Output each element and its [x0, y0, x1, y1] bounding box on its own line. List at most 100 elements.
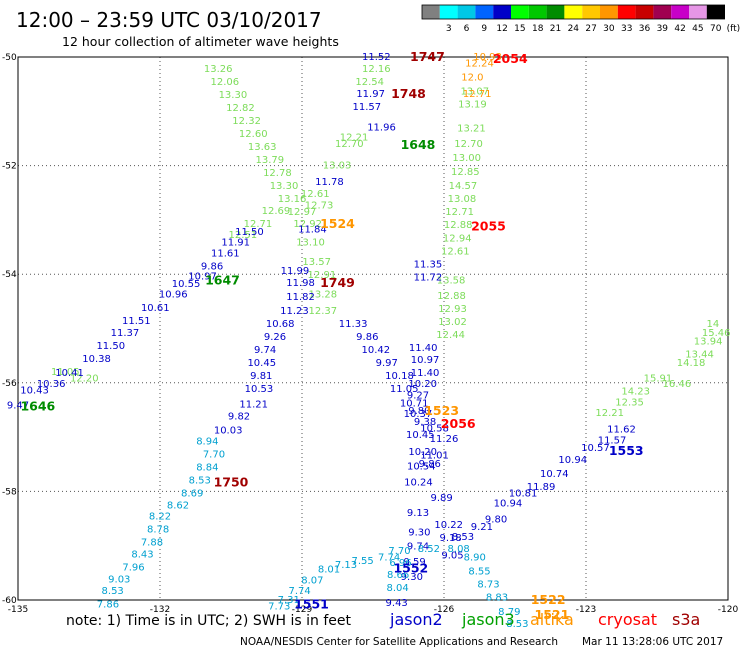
wave-height-value: 9.82	[228, 411, 250, 422]
wave-height-value: 12.60	[239, 129, 268, 140]
wave-height-value: 10.24	[404, 478, 433, 489]
pass-time-label: 1551	[294, 596, 329, 611]
wave-height-value: 12.61	[441, 246, 470, 257]
wave-height-value: 13.16	[278, 194, 307, 205]
colorbar-swatch	[511, 5, 529, 19]
wave-height-value: 10.71	[400, 398, 429, 409]
colorbar-swatch	[475, 5, 494, 19]
wave-height-value: 10.93	[473, 52, 502, 63]
wave-height-value: 7.13	[335, 560, 357, 571]
x-tick-label: -132	[150, 605, 170, 615]
wave-height-value: 9.80	[408, 406, 430, 417]
colorbar-swatch	[706, 5, 725, 19]
colorbar-label: 45	[692, 24, 703, 34]
wave-height-value: 7.70	[203, 449, 225, 460]
wave-height-value: 8.79	[498, 607, 520, 618]
wave-height-value: 10.96	[159, 290, 188, 301]
x-tick-label: -129	[292, 605, 313, 615]
wave-height-value: 8.55	[468, 567, 490, 578]
footer-note: note: 1) Time is in UTC; 2) SWH is in fe…	[66, 613, 352, 629]
wave-height-value: 14.18	[677, 358, 706, 369]
wave-height-value: 8.43	[131, 549, 153, 560]
wave-height-value: 9.30	[408, 528, 430, 539]
wave-height-value: 11.57	[598, 435, 627, 446]
wave-height-value: 12.91	[308, 270, 337, 281]
wave-height-value: 8.08	[448, 544, 470, 555]
wave-height-value: 11.05	[51, 367, 80, 378]
wave-height-value: 13.10	[296, 238, 325, 249]
wave-height-value: 10.57	[581, 443, 610, 454]
plot-frame	[17, 56, 729, 601]
legend-entry: jason2	[389, 610, 443, 629]
wave-height-value: 7.31	[278, 595, 300, 606]
wave-height-value: 10.54	[407, 461, 436, 472]
colorbar-swatch	[564, 5, 583, 19]
wave-height-value: 10.36	[37, 379, 66, 390]
wave-height-value: 12.61	[301, 189, 330, 200]
wave-height-value: 12.88	[437, 291, 466, 302]
pass-time-label: 1523	[424, 403, 459, 418]
wave-height-value: 12.69	[262, 206, 291, 217]
wave-height-value: 13.94	[694, 336, 723, 347]
colorbar-swatch	[528, 5, 547, 19]
wave-height-value: 9.43	[386, 598, 408, 609]
wave-height-value: 9.21	[471, 522, 493, 533]
wave-height-value: 10.55	[172, 279, 201, 290]
wave-height-value: 9.27	[407, 391, 429, 402]
pass-time-label: 1647	[205, 273, 240, 288]
colorbar-label: 42	[674, 24, 685, 34]
y-tick-label: -58	[2, 487, 17, 497]
wave-height-value: 12.35	[615, 397, 644, 408]
colorbar-swatch	[600, 5, 618, 19]
wave-height-value: 12.21	[340, 132, 369, 143]
wave-height-value: 9.80	[485, 515, 507, 526]
wave-height-value: 12.71	[445, 207, 474, 218]
wave-height-value: 11.98	[286, 278, 315, 289]
wave-height-value: 8.84	[196, 462, 218, 473]
wave-height-value: 13.28	[309, 290, 338, 301]
wave-height-value: 7.70	[388, 546, 410, 557]
colorbar-swatch	[689, 5, 707, 19]
wave-height-value: 7.55	[351, 556, 373, 567]
pass-time-label: 2056	[441, 416, 476, 431]
pass-time-label: 2055	[471, 218, 506, 233]
colorbar-label: 12	[496, 24, 507, 34]
wave-height-value: 13.07	[460, 87, 489, 98]
wave-height-value: 11.21	[239, 399, 268, 410]
wave-height-value: 8.78	[147, 524, 169, 535]
wave-height-value: 11.82	[286, 292, 315, 303]
wave-height-value: 16.46	[663, 379, 692, 390]
colorbar-label: 27	[585, 24, 596, 34]
wave-height-value: 8.07	[301, 575, 323, 586]
wave-height-value: 6.96	[389, 558, 411, 569]
wave-height-value: 13.30	[270, 181, 299, 192]
wave-height-value: 9.59	[404, 557, 426, 568]
wave-height-value: 9.38	[414, 417, 436, 428]
colorbar-swatch	[635, 5, 654, 19]
wave-height-value: 9.86	[356, 332, 378, 343]
wave-height-value: 9.26	[264, 332, 286, 343]
y-tick-label: -56	[2, 379, 17, 389]
wave-height-value: 13.08	[448, 194, 477, 205]
pass-time-label: 2054	[493, 51, 528, 66]
wave-height-value: 9.03	[108, 574, 130, 585]
colorbar-label: 21	[550, 24, 561, 34]
wave-height-value: 10.68	[266, 319, 295, 330]
wave-height-value: 12.0	[461, 73, 483, 84]
colorbar-label: 15	[514, 24, 525, 34]
wave-height-value: 12.32	[232, 116, 261, 127]
wave-height-value: 7.88	[141, 537, 163, 548]
pass-time-label: 1648	[401, 137, 436, 152]
x-tick-label: -135	[8, 605, 28, 615]
wave-height-value: 8.53	[102, 586, 124, 597]
colorbar-label: 18	[532, 24, 544, 34]
wave-height-value: 8.22	[149, 511, 171, 522]
pass-time-label: 1747	[410, 49, 445, 64]
wave-height-value: 15.46	[702, 328, 731, 339]
wave-height-value: 11.50	[235, 227, 264, 238]
legend-entry: cryosat	[598, 610, 657, 629]
wave-height-value: 12.70	[454, 139, 483, 150]
wave-height-value: 7.74	[289, 586, 311, 597]
legend-entry: s3a	[672, 610, 700, 629]
